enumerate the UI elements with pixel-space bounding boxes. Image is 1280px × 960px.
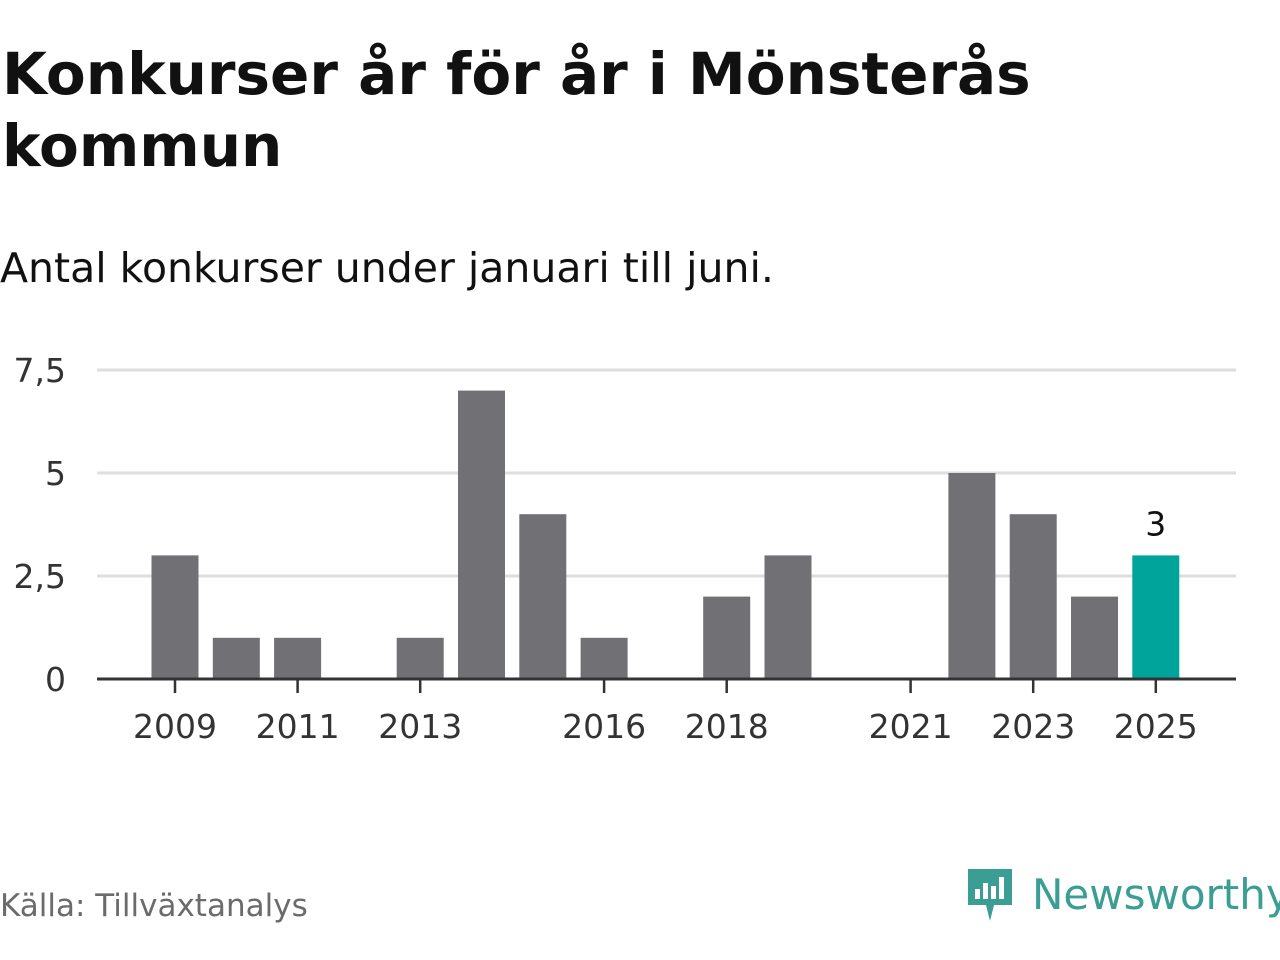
x-tick-label: 2011 — [256, 707, 340, 746]
bar-2009 — [151, 555, 199, 679]
source-note: Källa: Tillväxtanalys — [0, 888, 308, 924]
chart-subtitle: Antal konkurser under januari till juni. — [0, 244, 774, 292]
x-tick-label: 2025 — [1114, 707, 1198, 746]
bar-2024 — [1071, 596, 1118, 679]
bar-2016 — [580, 637, 628, 679]
gridlines — [97, 368, 1236, 578]
x-tick-label: 2009 — [133, 707, 217, 746]
y-tick-label: 7,5 — [14, 351, 66, 390]
x-tick-label: 2021 — [869, 707, 953, 746]
bar-2013 — [396, 637, 444, 679]
bar-2010 — [212, 637, 260, 679]
bar-2019 — [764, 555, 812, 679]
y-tick-label: 0 — [45, 660, 66, 699]
bars — [151, 390, 1180, 679]
newsworthy-logo-icon — [968, 869, 1012, 921]
bar-2015 — [519, 514, 567, 679]
bar-2011 — [274, 637, 322, 679]
data-label-2025: 3 — [1145, 504, 1166, 543]
x-tick-label: 2016 — [562, 707, 646, 746]
x-axis-ticks: 2009 2011 2013 2016 2018 2021 2023 2025 — [133, 679, 1198, 746]
chart-title: Konkurser år för år i Mönsterås kommun — [2, 40, 1031, 180]
bar-2014 — [458, 390, 505, 679]
x-tick-label: 2023 — [991, 707, 1075, 746]
x-tick-label: 2018 — [685, 707, 769, 746]
brand-name: Newsworthy — [1032, 870, 1280, 919]
bar-2023 — [1009, 514, 1057, 679]
bar-2025 — [1132, 555, 1180, 679]
y-tick-label: 5 — [45, 454, 66, 493]
bar-2018 — [703, 596, 751, 679]
x-tick-label: 2013 — [378, 707, 462, 746]
bar-2022 — [948, 473, 996, 679]
brand: Newsworthy — [964, 864, 1280, 926]
bar-chart: 0 2,5 5 7,5 2009 2011 2013 2016 2018 2021 2023 202… — [14, 351, 1236, 746]
data-labels: 3 — [1145, 504, 1166, 543]
y-tick-label: 2,5 — [14, 557, 66, 596]
y-axis-ticks: 0 2,5 5 7,5 — [14, 351, 66, 699]
